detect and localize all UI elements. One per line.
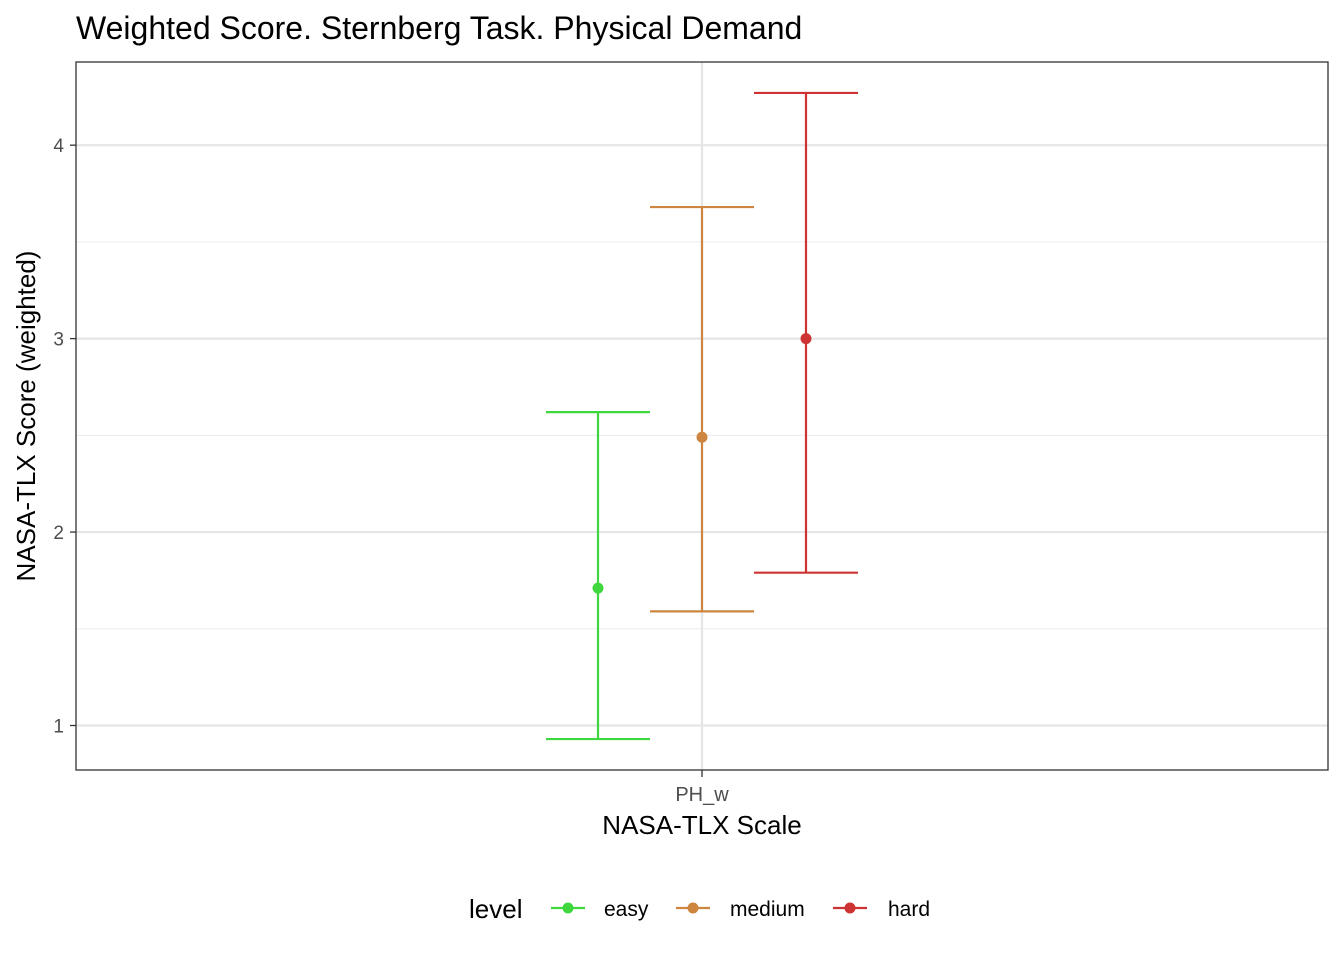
y-tick-label: 3 <box>53 330 64 351</box>
legend-title: level <box>469 894 522 924</box>
legend-item-hard: hard <box>833 898 930 921</box>
y-tick-label: 1 <box>53 717 64 738</box>
x-axis: PH_w <box>675 770 729 806</box>
data-marks <box>546 91 858 741</box>
y-axis-title: NASA-TLX Score (weighted) <box>11 251 41 582</box>
legend-key-point-hard <box>844 902 856 914</box>
errorbar-hard <box>754 91 858 574</box>
legend-item-medium: medium <box>676 898 805 921</box>
legend-label-hard: hard <box>888 898 930 921</box>
x-axis-title: NASA-TLX Scale <box>602 810 801 840</box>
errorbar-medium <box>650 205 754 613</box>
y-tick-label: 4 <box>53 136 64 157</box>
y-axis: 1 2 3 4 <box>53 136 76 738</box>
mean-point-medium <box>696 431 708 443</box>
legend-item-easy: easy <box>551 898 649 921</box>
legend-label-easy: easy <box>604 898 649 921</box>
y-tick-label: 2 <box>53 523 64 544</box>
legend: level easy medium hard <box>469 894 930 924</box>
legend-keys: easy medium hard <box>551 898 930 921</box>
mean-point-hard <box>800 333 812 345</box>
x-tick-label: PH_w <box>675 784 729 806</box>
legend-label-medium: medium <box>730 898 805 921</box>
errorbar-easy <box>546 411 650 741</box>
chart-title: Weighted Score. Sternberg Task. Physical… <box>76 10 802 46</box>
mean-point-easy <box>592 582 604 594</box>
plot-panel <box>75 61 1329 771</box>
legend-key-point-medium <box>687 902 699 914</box>
legend-key-point-easy <box>562 902 574 914</box>
